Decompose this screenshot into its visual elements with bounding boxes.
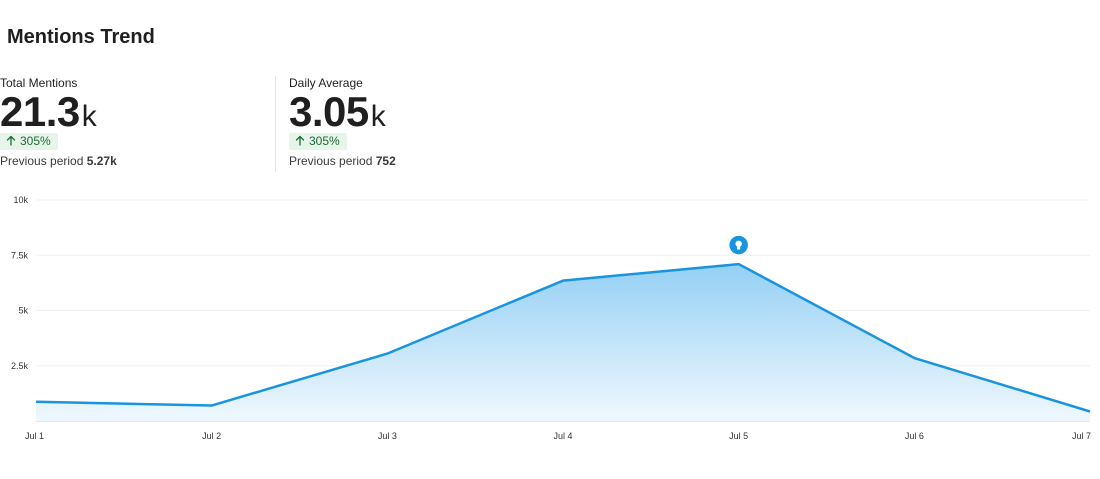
x-tick-label: Jul 1 — [25, 431, 44, 441]
stat-label: Daily Average — [289, 76, 363, 90]
stat-number: 21.3 — [0, 88, 80, 135]
y-tick-label: 10k — [13, 195, 28, 205]
stat-divider — [275, 76, 276, 172]
stat-unit: k — [370, 100, 386, 133]
change-value: 305% — [309, 134, 340, 148]
y-tick-label: 2.5k — [11, 361, 29, 371]
previous-value: 752 — [375, 154, 396, 168]
previous-period: Previous period 752 — [289, 154, 396, 168]
data-point[interactable] — [383, 350, 391, 358]
x-axis-ticks: Jul 1 Jul 2 Jul 3 Jul 4 Jul 5 Jul 6 Jul 7 — [25, 431, 1091, 441]
daily-average-stat: Daily Average 3.05k 305% Previous period… — [289, 76, 396, 168]
data-point[interactable] — [32, 398, 40, 406]
x-tick-label: Jul 4 — [553, 431, 572, 441]
x-tick-label: Jul 7 — [1072, 431, 1091, 441]
change-badge: 305% — [0, 133, 58, 150]
lightbulb-icon[interactable] — [727, 234, 750, 256]
data-point[interactable] — [1086, 407, 1094, 415]
stat-unit: k — [81, 100, 97, 133]
previous-label: Previous period — [289, 154, 373, 168]
x-tick-label: Jul 2 — [202, 431, 221, 441]
change-badge: 305% — [289, 133, 347, 150]
total-mentions-stat: Total Mentions 21.3k 305% Previous perio… — [0, 76, 117, 168]
previous-label: Previous period — [0, 154, 84, 168]
stat-label: Total Mentions — [0, 76, 78, 90]
stat-value: 21.3k — [0, 91, 117, 134]
data-point[interactable] — [910, 354, 918, 362]
y-axis-ticks: 2.5k 5k 7.5k 10k — [11, 195, 29, 371]
y-tick-label: 7.5k — [11, 250, 29, 260]
x-tick-label: Jul 6 — [905, 431, 924, 441]
arrow-up-icon — [6, 135, 16, 146]
stat-value: 3.05k — [289, 91, 396, 134]
chart-title: Mentions Trend — [7, 26, 155, 48]
arrow-up-icon — [295, 135, 305, 146]
previous-period: Previous period 5.27k — [0, 154, 117, 168]
area-fill — [36, 264, 1090, 421]
area-layer — [32, 260, 1094, 421]
data-point[interactable] — [735, 260, 743, 268]
stat-number: 3.05 — [289, 88, 369, 135]
y-tick-label: 5k — [18, 306, 28, 316]
change-value: 305% — [20, 134, 51, 148]
data-point[interactable] — [208, 402, 216, 410]
x-tick-label: Jul 3 — [378, 431, 397, 441]
data-point[interactable] — [559, 277, 567, 285]
previous-value: 5.27k — [86, 154, 117, 168]
marker-layer — [727, 234, 750, 256]
x-tick-label: Jul 5 — [729, 431, 748, 441]
series-line — [35, 262, 1091, 413]
